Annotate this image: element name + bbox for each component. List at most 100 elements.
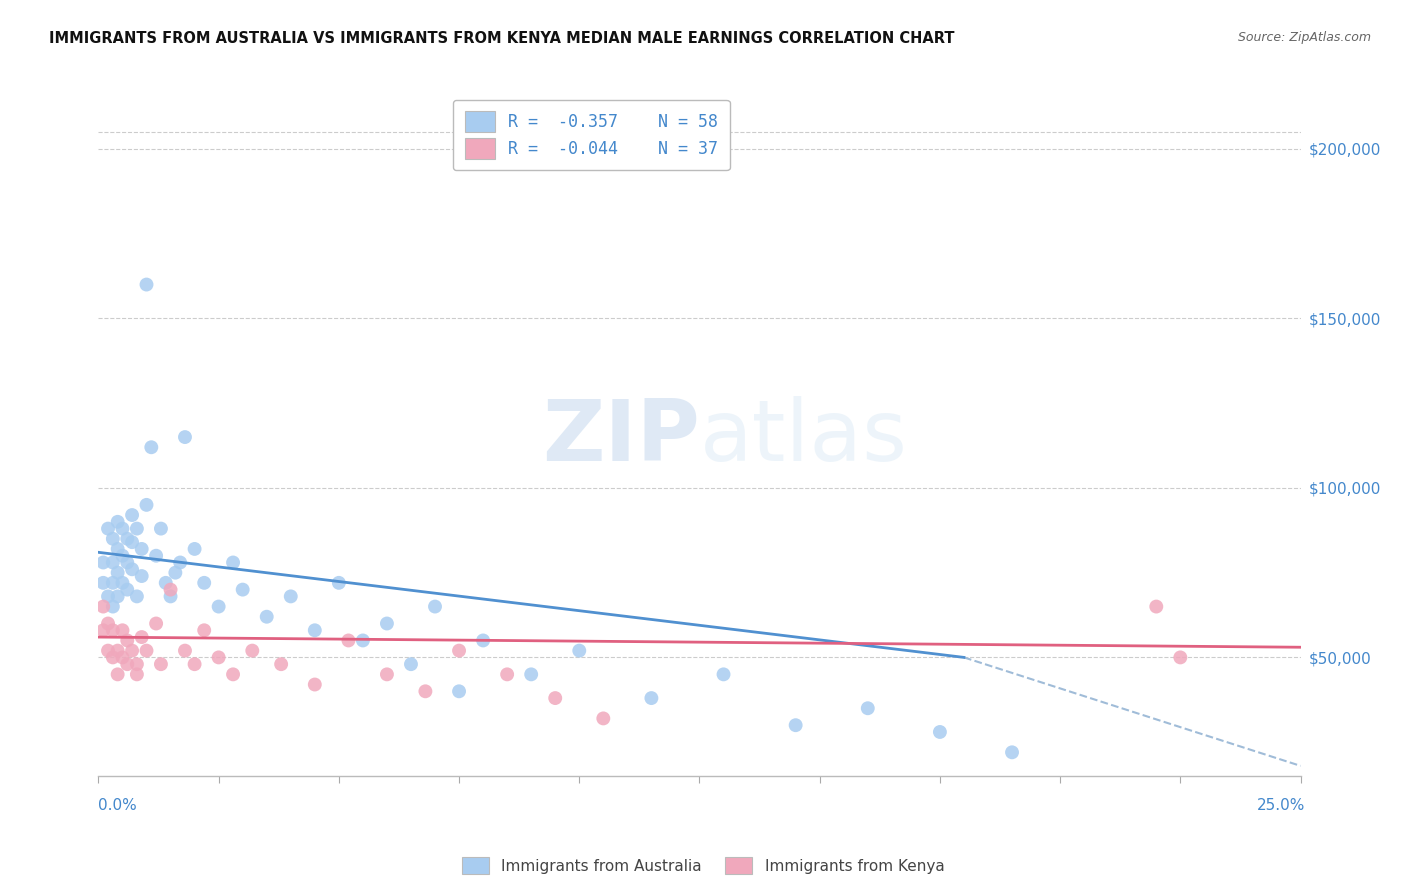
Point — [472, 633, 495, 648]
Point — [117, 657, 139, 672]
Point — [447, 643, 470, 657]
Point — [121, 508, 143, 522]
Point — [592, 711, 614, 725]
Point — [111, 575, 134, 590]
Point — [193, 624, 215, 638]
Point — [101, 575, 124, 590]
Point — [928, 725, 950, 739]
Point — [117, 532, 139, 546]
Point — [1170, 650, 1192, 665]
Point — [159, 590, 181, 604]
Point — [121, 535, 143, 549]
Point — [270, 657, 292, 672]
Point — [125, 590, 148, 604]
Point — [415, 684, 437, 698]
Point — [496, 667, 519, 681]
Point — [304, 624, 326, 638]
Point — [107, 515, 129, 529]
Point — [117, 556, 139, 570]
Point — [155, 575, 177, 590]
Point — [91, 624, 114, 638]
Point — [280, 590, 302, 604]
Point — [101, 650, 124, 665]
Point — [131, 569, 153, 583]
Point — [91, 556, 114, 570]
Point — [183, 541, 205, 556]
Point — [165, 566, 187, 580]
Legend: Immigrants from Australia, Immigrants from Kenya: Immigrants from Australia, Immigrants fr… — [456, 851, 950, 880]
Legend: R =  -0.357    N = 58, R =  -0.044    N = 37: R = -0.357 N = 58, R = -0.044 N = 37 — [453, 100, 730, 170]
Point — [101, 556, 124, 570]
Text: Source: ZipAtlas.com: Source: ZipAtlas.com — [1237, 31, 1371, 45]
Point — [135, 643, 157, 657]
Point — [328, 575, 350, 590]
Point — [183, 657, 205, 672]
Point — [125, 657, 148, 672]
Text: atlas: atlas — [700, 395, 907, 479]
Text: IMMIGRANTS FROM AUSTRALIA VS IMMIGRANTS FROM KENYA MEDIAN MALE EARNINGS CORRELAT: IMMIGRANTS FROM AUSTRALIA VS IMMIGRANTS … — [49, 31, 955, 46]
Point — [713, 667, 735, 681]
Point — [520, 667, 543, 681]
Point — [222, 667, 245, 681]
Text: 25.0%: 25.0% — [1257, 798, 1305, 813]
Point — [174, 430, 197, 444]
Point — [117, 633, 139, 648]
Point — [97, 616, 120, 631]
Point — [121, 643, 143, 657]
Point — [544, 691, 567, 706]
Point — [1001, 745, 1024, 759]
Point — [107, 590, 129, 604]
Point — [135, 498, 157, 512]
Point — [222, 556, 245, 570]
Point — [91, 575, 114, 590]
Point — [141, 440, 163, 454]
Point — [111, 549, 134, 563]
Point — [111, 624, 134, 638]
Point — [91, 599, 114, 614]
Point — [169, 556, 191, 570]
Point — [423, 599, 446, 614]
Point — [240, 643, 263, 657]
Point — [145, 616, 167, 631]
Point — [256, 609, 278, 624]
Point — [149, 657, 172, 672]
Point — [125, 522, 148, 536]
Point — [107, 566, 129, 580]
Point — [375, 616, 398, 631]
Point — [399, 657, 422, 672]
Point — [375, 667, 398, 681]
Point — [107, 667, 129, 681]
Text: 0.0%: 0.0% — [98, 798, 138, 813]
Point — [337, 633, 360, 648]
Point — [131, 541, 153, 556]
Point — [447, 684, 470, 698]
Point — [568, 643, 591, 657]
Point — [125, 667, 148, 681]
Point — [101, 532, 124, 546]
Text: ZIP: ZIP — [541, 395, 700, 479]
Point — [111, 522, 134, 536]
Point — [97, 522, 120, 536]
Point — [174, 643, 197, 657]
Point — [304, 677, 326, 691]
Point — [117, 582, 139, 597]
Point — [107, 643, 129, 657]
Point — [785, 718, 807, 732]
Point — [856, 701, 879, 715]
Point — [352, 633, 374, 648]
Point — [97, 643, 120, 657]
Point — [159, 582, 181, 597]
Point — [135, 277, 157, 292]
Point — [101, 624, 124, 638]
Point — [101, 599, 124, 614]
Point — [640, 691, 662, 706]
Point — [193, 575, 215, 590]
Point — [145, 549, 167, 563]
Point — [208, 650, 231, 665]
Point — [107, 541, 129, 556]
Point — [131, 630, 153, 644]
Point — [97, 590, 120, 604]
Point — [232, 582, 254, 597]
Point — [1144, 599, 1167, 614]
Point — [149, 522, 172, 536]
